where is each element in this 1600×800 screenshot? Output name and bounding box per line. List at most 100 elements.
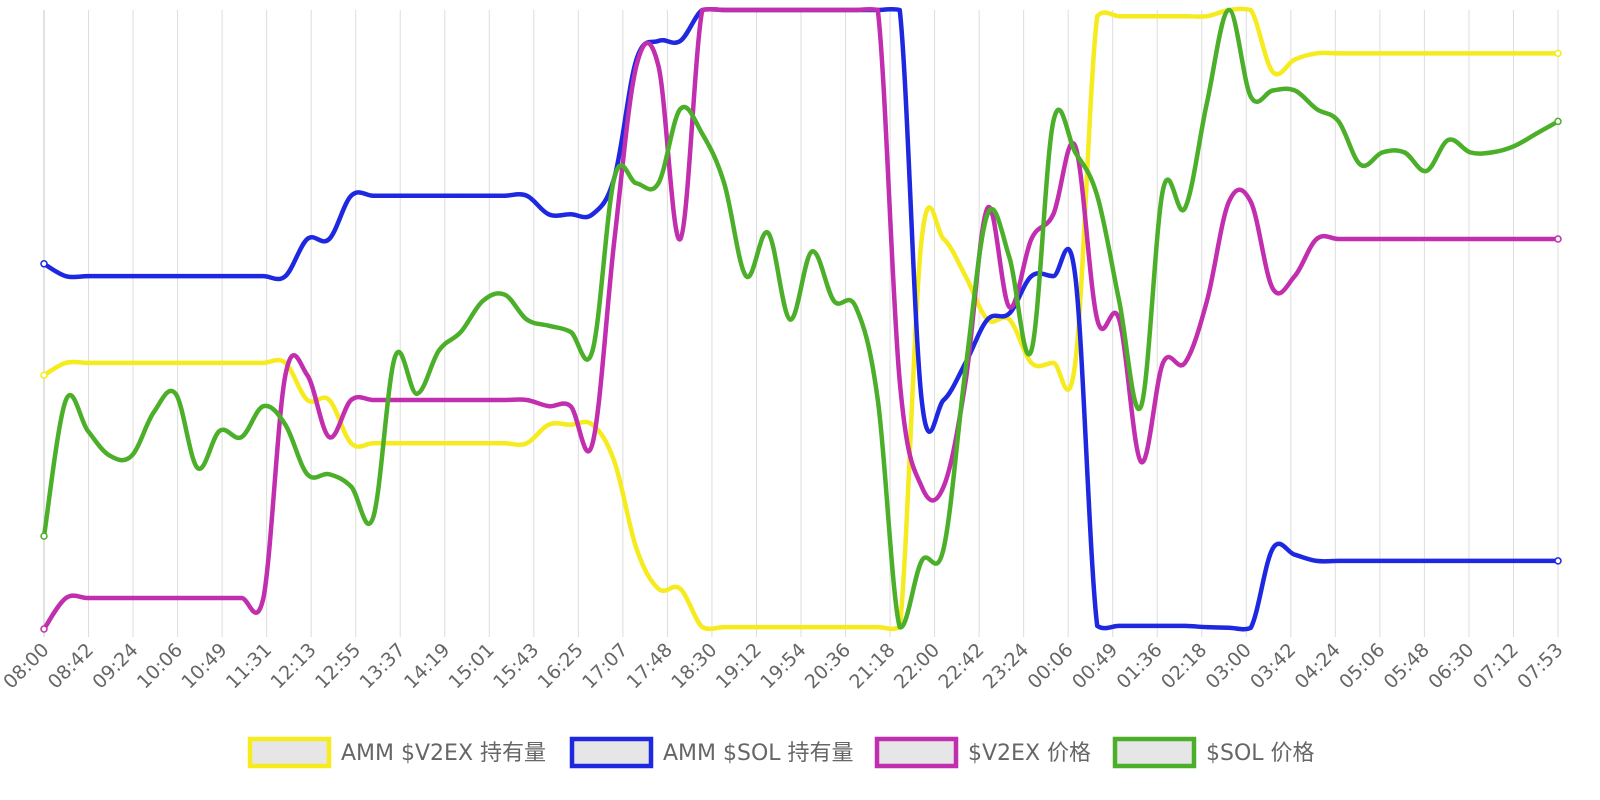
data-point[interactable] [1292, 88, 1297, 93]
data-point[interactable] [1139, 14, 1144, 19]
data-point[interactable] [327, 237, 332, 242]
data-point[interactable] [349, 484, 354, 489]
data-point[interactable] [919, 397, 924, 402]
data-point[interactable] [1336, 51, 1341, 56]
data-point[interactable] [349, 441, 354, 446]
data-point[interactable] [1446, 237, 1451, 242]
data-point[interactable] [612, 459, 617, 464]
data-point[interactable] [63, 360, 68, 365]
data-point[interactable] [766, 230, 771, 235]
data-point[interactable] [1139, 623, 1144, 628]
data-point[interactable] [305, 397, 310, 402]
data-point[interactable] [1095, 623, 1100, 628]
data-point[interactable] [1292, 57, 1297, 62]
data-point[interactable] [590, 348, 595, 353]
data-point[interactable] [1468, 51, 1473, 56]
data-point[interactable] [40, 371, 48, 379]
data-point[interactable] [590, 441, 595, 446]
data-point[interactable] [1270, 286, 1275, 291]
data-point[interactable] [941, 484, 946, 489]
data-point[interactable] [327, 397, 332, 402]
data-point[interactable] [744, 8, 749, 12]
data-point[interactable] [568, 404, 573, 409]
data-point[interactable] [436, 397, 441, 402]
data-point[interactable] [1314, 558, 1319, 563]
data-point[interactable] [1402, 150, 1407, 155]
data-point[interactable] [656, 38, 661, 43]
data-point[interactable] [63, 596, 68, 601]
data-point[interactable] [897, 379, 902, 384]
data-point[interactable] [1554, 49, 1562, 58]
data-point[interactable] [480, 397, 485, 402]
legend[interactable]: AMM $V2EX 持有量 AMM $SOL 持有量 $V2EX 价格 $SOL 价格 [247, 736, 1315, 769]
data-point[interactable] [436, 193, 441, 198]
data-point[interactable] [349, 193, 354, 198]
data-point[interactable] [393, 441, 398, 446]
data-point[interactable] [612, 237, 617, 242]
data-point[interactable] [1358, 558, 1363, 563]
data-point[interactable] [1029, 237, 1034, 242]
data-point[interactable] [963, 274, 968, 279]
data-point[interactable] [151, 274, 156, 279]
data-point[interactable] [107, 360, 112, 365]
data-point[interactable] [217, 274, 222, 279]
data-point[interactable] [524, 317, 529, 322]
data-point[interactable] [853, 305, 858, 310]
data-point[interactable] [1554, 235, 1562, 243]
data-point[interactable] [1117, 14, 1122, 19]
data-point[interactable] [1490, 237, 1495, 242]
data-point[interactable] [1161, 187, 1166, 192]
data-point[interactable] [85, 596, 90, 601]
data-point[interactable] [1446, 558, 1451, 563]
data-point[interactable] [678, 107, 683, 112]
data-point[interactable] [1554, 117, 1562, 126]
data-point[interactable] [1161, 14, 1166, 19]
data-point[interactable] [349, 397, 354, 402]
data-point[interactable] [919, 558, 924, 563]
data-point[interactable] [305, 237, 310, 242]
data-point[interactable] [678, 38, 683, 43]
data-point[interactable] [1336, 119, 1341, 124]
data-point[interactable] [1161, 623, 1166, 628]
data-point[interactable] [195, 466, 200, 471]
data-point[interactable] [1051, 119, 1056, 124]
data-point[interactable] [524, 441, 529, 446]
data-point[interactable] [415, 391, 420, 396]
data-point[interactable] [809, 249, 814, 254]
data-point[interactable] [1402, 558, 1407, 563]
data-point[interactable] [1358, 51, 1363, 56]
data-point[interactable] [305, 373, 310, 378]
data-point[interactable] [393, 397, 398, 402]
data-point[interactable] [1248, 625, 1253, 630]
data-point[interactable] [217, 596, 222, 601]
data-point[interactable] [831, 8, 836, 12]
data-point[interactable] [40, 625, 48, 633]
data-point[interactable] [1139, 459, 1144, 464]
data-point[interactable] [1424, 168, 1429, 173]
data-point[interactable] [173, 274, 178, 279]
data-point[interactable] [173, 391, 178, 396]
data-point[interactable] [1007, 311, 1012, 316]
data-point[interactable] [261, 596, 266, 601]
data-point[interactable] [1051, 360, 1056, 365]
data-point[interactable] [85, 428, 90, 433]
data-point[interactable] [1248, 8, 1253, 12]
data-point[interactable] [568, 212, 573, 217]
data-point[interactable] [1073, 360, 1078, 365]
data-point[interactable] [1380, 237, 1385, 242]
data-point[interactable] [458, 193, 463, 198]
data-point[interactable] [722, 625, 727, 630]
data-point[interactable] [853, 8, 858, 12]
data-point[interactable] [1029, 348, 1034, 353]
data-point[interactable] [524, 193, 529, 198]
data-point[interactable] [415, 441, 420, 446]
data-point[interactable] [85, 360, 90, 365]
data-point[interactable] [875, 625, 880, 630]
data-point[interactable] [1468, 150, 1473, 155]
data-point[interactable] [458, 329, 463, 334]
data-point[interactable] [1248, 199, 1253, 204]
data-point[interactable] [1270, 546, 1275, 551]
data-point[interactable] [1314, 237, 1319, 242]
data-point[interactable] [875, 8, 880, 12]
data-point[interactable] [941, 546, 946, 551]
